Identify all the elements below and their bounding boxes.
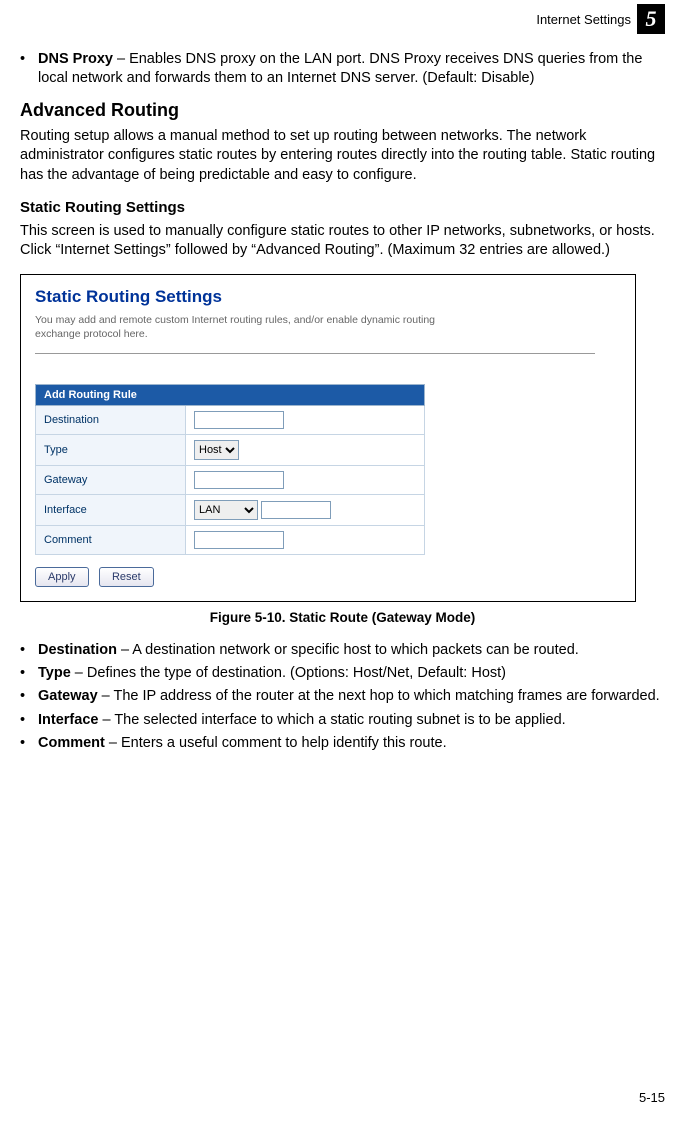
bullet-interface: • Interface – The selected interface to …: [20, 711, 665, 730]
chapter-badge: 5: [637, 4, 665, 34]
desc: – The selected interface to which a stat…: [98, 712, 565, 728]
label-destination: Destination: [36, 406, 186, 435]
cell-gateway: [186, 466, 425, 495]
label-type: Type: [36, 435, 186, 466]
page-header: Internet Settings 5: [20, 10, 665, 36]
label-gateway: Gateway: [36, 466, 186, 495]
cell-interface: LAN: [186, 495, 425, 526]
destination-input[interactable]: [194, 411, 284, 429]
desc: – A destination network or specific host…: [117, 642, 579, 658]
panel-divider: [35, 353, 595, 354]
label-interface: Interface: [36, 495, 186, 526]
table-row: Gateway: [36, 466, 425, 495]
bullet-marker: •: [20, 641, 38, 660]
bullet-text: Comment – Enters a useful comment to hel…: [38, 734, 665, 753]
bullet-text: Destination – A destination network or s…: [38, 641, 665, 660]
bullet-gateway: • Gateway – The IP address of the router…: [20, 687, 665, 706]
header-title: Internet Settings: [536, 12, 631, 27]
type-select[interactable]: Host: [194, 440, 239, 460]
bullet-text: Type – Defines the type of destination. …: [38, 664, 665, 683]
table-header: Add Routing Rule: [36, 385, 425, 406]
bullet-marker: •: [20, 734, 38, 753]
bullet-text: Interface – The selected interface to wh…: [38, 711, 665, 730]
bullet-dns-proxy: • DNS Proxy – Enables DNS proxy on the L…: [20, 50, 665, 88]
label-comment: Comment: [36, 526, 186, 555]
heading-static-routing: Static Routing Settings: [20, 199, 665, 216]
table-row: Comment: [36, 526, 425, 555]
apply-button[interactable]: Apply: [35, 567, 89, 587]
bullet-marker: •: [20, 50, 38, 88]
interface-select[interactable]: LAN: [194, 500, 258, 520]
panel-description: You may add and remote custom Internet r…: [35, 313, 455, 341]
bullet-marker: •: [20, 664, 38, 683]
button-row: Apply Reset: [35, 567, 621, 587]
cell-comment: [186, 526, 425, 555]
bullet-type: • Type – Defines the type of destination…: [20, 664, 665, 683]
comment-input[interactable]: [194, 531, 284, 549]
reset-button[interactable]: Reset: [99, 567, 154, 587]
bullet-marker: •: [20, 687, 38, 706]
table-row: Type Host: [36, 435, 425, 466]
interface-extra-input[interactable]: [261, 501, 331, 519]
bullet-comment: • Comment – Enters a useful comment to h…: [20, 734, 665, 753]
cell-destination: [186, 406, 425, 435]
panel-title: Static Routing Settings: [35, 287, 621, 307]
bullet-marker: •: [20, 711, 38, 730]
routing-form-table: Add Routing Rule Destination Type Host G…: [35, 384, 425, 555]
figure-screenshot: Static Routing Settings You may add and …: [20, 274, 636, 602]
page-number: 5-15: [639, 1090, 665, 1105]
desc: – Enters a useful comment to help identi…: [105, 735, 447, 751]
term: Type: [38, 665, 71, 681]
desc: – Defines the type of destination. (Opti…: [71, 665, 506, 681]
desc-dns-proxy: – Enables DNS proxy on the LAN port. DNS…: [38, 51, 642, 86]
term: Interface: [38, 712, 98, 728]
table-row: Destination: [36, 406, 425, 435]
term: Destination: [38, 642, 117, 658]
para-advanced-routing: Routing setup allows a manual method to …: [20, 127, 665, 184]
figure-caption: Figure 5-10. Static Route (Gateway Mode): [20, 610, 665, 625]
table-row: Interface LAN: [36, 495, 425, 526]
desc: – The IP address of the router at the ne…: [98, 688, 660, 704]
term: Gateway: [38, 688, 98, 704]
para-static-routing: This screen is used to manually configur…: [20, 222, 665, 260]
gateway-input[interactable]: [194, 471, 284, 489]
bullet-text: DNS Proxy – Enables DNS proxy on the LAN…: [38, 50, 665, 88]
term-dns-proxy: DNS Proxy: [38, 51, 113, 67]
heading-advanced-routing: Advanced Routing: [20, 100, 665, 121]
term: Comment: [38, 735, 105, 751]
bullet-text: Gateway – The IP address of the router a…: [38, 687, 665, 706]
bullet-destination: • Destination – A destination network or…: [20, 641, 665, 660]
cell-type: Host: [186, 435, 425, 466]
